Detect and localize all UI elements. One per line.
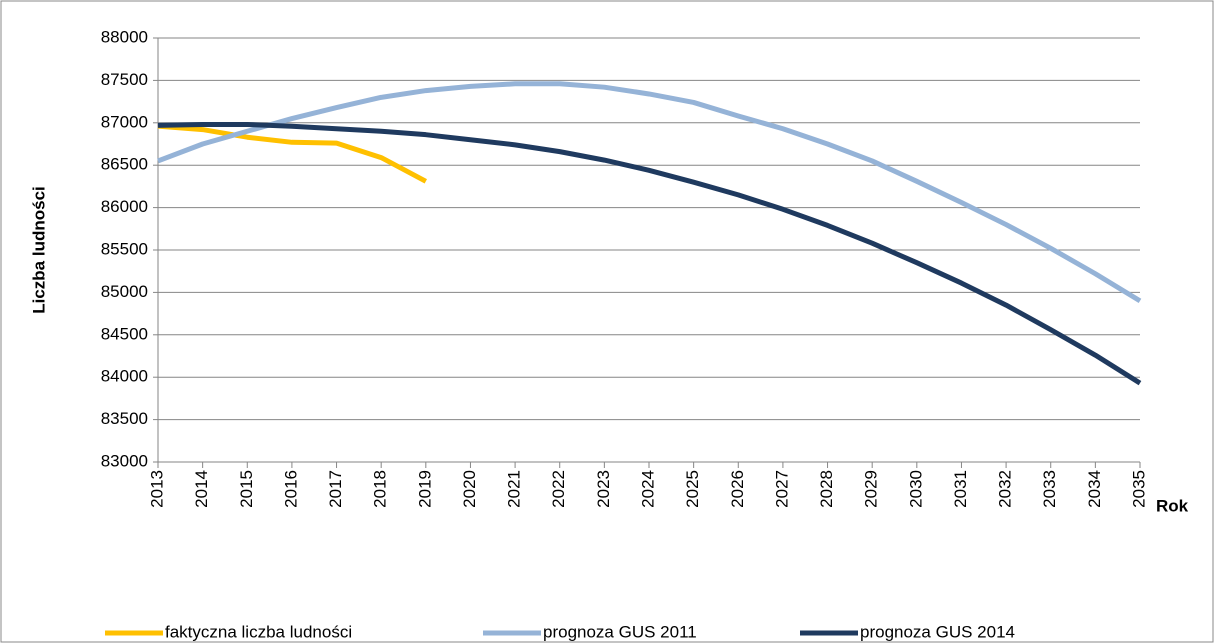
x-tick-label: 2020: [460, 470, 479, 508]
x-tick-label: 2032: [996, 470, 1015, 508]
x-axis-label: Rok: [1156, 496, 1189, 515]
x-tick-label: 2025: [683, 470, 702, 508]
y-tick-label: 85500: [101, 239, 148, 258]
x-tick-label: 2018: [371, 470, 390, 508]
x-tick-label: 2022: [549, 470, 568, 508]
y-tick-label: 84000: [101, 367, 148, 386]
x-tick-label: 2014: [192, 470, 211, 508]
y-tick-label: 86000: [101, 197, 148, 216]
series-line: [157, 123, 427, 184]
y-tick-label: 83000: [101, 451, 148, 470]
x-tick-label: 2030: [906, 470, 925, 508]
y-tick-label: 87000: [101, 112, 148, 131]
x-tick-label: 2017: [326, 470, 345, 508]
x-tick-label: 2033: [1040, 470, 1059, 508]
y-axis-label: Liczba ludności: [29, 186, 48, 314]
x-tick-label: 2035: [1129, 470, 1148, 508]
x-tick-label: 2034: [1085, 470, 1104, 508]
series-line: [157, 81, 1142, 304]
x-tick-label: 2015: [237, 470, 256, 508]
legend-label: faktyczna liczba ludności: [165, 622, 352, 641]
series-line: [157, 121, 1142, 386]
x-tick-label: 2023: [594, 470, 613, 508]
y-tick-label: 86500: [101, 155, 148, 174]
x-tick-label: 2019: [415, 470, 434, 508]
y-tick-label: 83500: [101, 409, 148, 428]
x-tick-label: 2024: [638, 470, 657, 508]
legend-label: prognoza GUS 2011: [543, 622, 697, 641]
y-tick-label: 88000: [101, 27, 148, 46]
y-tick-label: 85000: [101, 282, 148, 301]
x-tick-label: 2029: [862, 470, 881, 508]
x-tick-label: 2021: [505, 470, 524, 508]
y-tick-label: 84500: [101, 324, 148, 343]
x-tick-label: 2013: [147, 470, 166, 508]
x-tick-label: 2028: [817, 470, 836, 508]
legend-label: prognoza GUS 2014: [860, 622, 1015, 641]
x-tick-label: 2026: [728, 470, 747, 508]
y-tick-label: 87500: [101, 70, 148, 89]
x-tick-label: 2031: [951, 470, 970, 508]
x-tick-label: 2016: [281, 470, 300, 508]
x-tick-label: 2027: [772, 470, 791, 508]
